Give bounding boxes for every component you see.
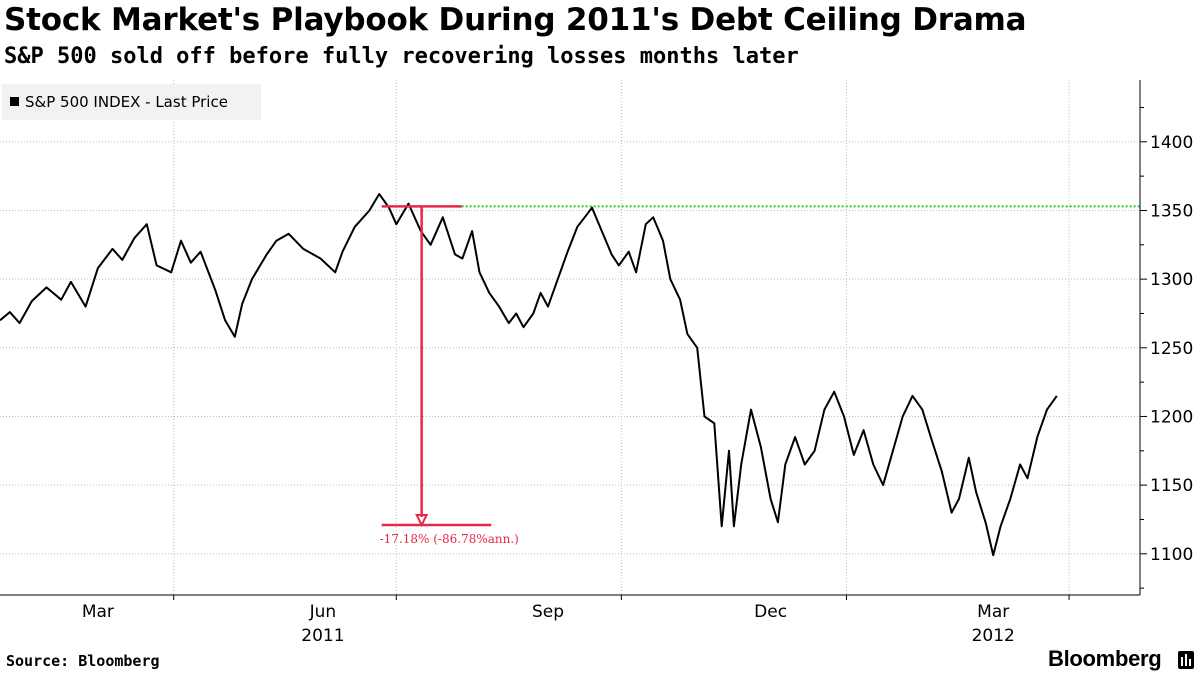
x-tick-label: Mar (82, 602, 114, 622)
legend[interactable]: S&P 500 INDEX - Last Price (2, 84, 261, 120)
legend-box (2, 84, 261, 120)
y-tick-label: 1150 (1150, 476, 1193, 496)
x-tick-label: Mar (977, 602, 1009, 622)
y-tick-label: 1250 (1150, 339, 1193, 359)
grid-lines (0, 80, 1140, 595)
y-tick-label: 1350 (1150, 201, 1193, 221)
x-axis: Mar Jun Sep Dec Mar 2011 2012 (0, 594, 1140, 646)
y-axis: 1100 1150 1200 1250 1300 1350 1400 (1139, 80, 1193, 595)
drawdown-arrow-head (415, 513, 429, 528)
y-tick-label: 1300 (1150, 270, 1193, 290)
chart-title: Stock Market's Playbook During 2011's De… (4, 2, 1027, 38)
bloomberg-logo: Bloomberg (1048, 646, 1162, 671)
legend-label: S&P 500 INDEX - Last Price (25, 93, 228, 111)
chart-subtitle: S&P 500 sold off before fully recovering… (4, 44, 799, 69)
series-layer (0, 193, 1058, 557)
x-year-label: 2011 (301, 626, 344, 646)
x-tick-label: Dec (754, 602, 787, 622)
source-note: Source: Bloomberg (6, 652, 160, 670)
drawdown-label: -17.18% (-86.78%ann.) (380, 532, 519, 546)
y-tick-label: 1400 (1150, 133, 1193, 153)
x-year-label: 2012 (972, 626, 1015, 646)
legend-swatch (10, 97, 19, 106)
series-line (0, 193, 1058, 557)
bloomberg-terminal-icon (1178, 651, 1194, 669)
x-tick-label: Sep (532, 602, 564, 622)
y-tick-label: 1100 (1150, 545, 1193, 565)
drawdown-annotation: -17.18% (-86.78%ann.) (380, 205, 519, 546)
x-tick-label: Jun (309, 602, 337, 622)
y-tick-label: 1200 (1150, 407, 1193, 427)
